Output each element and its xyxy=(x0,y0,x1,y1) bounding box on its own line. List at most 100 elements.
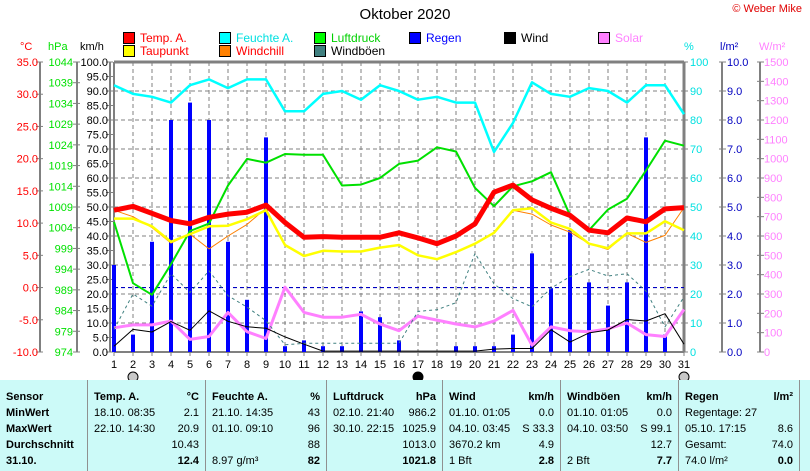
x-tick-label: 14 xyxy=(355,359,367,371)
table-header: Luftdruck xyxy=(333,391,384,403)
table-value: 2.1 xyxy=(183,407,199,419)
table-divider xyxy=(326,380,327,471)
table-cell: 8.97 g/m³ xyxy=(212,455,259,467)
solar-axis-tick-label: 700 xyxy=(764,212,782,224)
wind-axis-tick-label: 20.0 xyxy=(87,289,108,301)
humidity-axis-tick-label: 70 xyxy=(690,144,702,156)
x-tick-label: 11 xyxy=(298,359,309,371)
table-row-label: MinWert xyxy=(6,407,50,419)
solar-axis-tick-label: 1100 xyxy=(764,134,788,146)
legend-swatch xyxy=(123,45,135,57)
legend-label: Regen xyxy=(426,31,462,45)
table-cell: 02.10. 21:40 xyxy=(333,407,395,419)
table-cell: 2 Bft xyxy=(567,455,590,467)
pressure-axis-tick-label: 1014 xyxy=(49,181,73,193)
wind-axis-tick-label: 50.0 xyxy=(87,202,108,214)
moon-full-icon xyxy=(412,371,424,380)
wind-axis-unit: km/h xyxy=(80,41,104,53)
legend-item-solar: Solar xyxy=(598,31,643,45)
table-col-wind: Wind km/h 01.10. 01:05 0.0 04.10. 03:45 S 33.… xyxy=(443,380,560,471)
pressure-axis-tick-label: 979 xyxy=(55,326,73,338)
pressure-axis-tick-label: 1024 xyxy=(49,140,73,152)
solar-axis-tick-label: 800 xyxy=(764,192,782,204)
solar-axis-tick-label: 200 xyxy=(764,308,782,320)
humidity-axis-tick-label: 0 xyxy=(690,347,696,359)
rain-axis-tick-label: 5.0 xyxy=(727,202,742,214)
temp-axis-unit: °C xyxy=(20,41,33,53)
table-value: S 99.1 xyxy=(640,423,672,435)
humidity-axis-tick-label: 90 xyxy=(690,86,702,98)
solar-axis-tick-label: 400 xyxy=(764,270,782,282)
table-row-label: 31.10. xyxy=(6,455,37,467)
table-value: 43 xyxy=(307,407,320,419)
legend-label: Windböen xyxy=(331,44,386,58)
table-header: Feuchte A. xyxy=(212,391,268,403)
humidity-axis-tick-label: 40 xyxy=(690,231,702,243)
rain-axis-tick-label: 9.0 xyxy=(727,86,742,98)
copyright-label: © Weber Mike xyxy=(732,3,802,15)
wind-axis-tick-label: 85.0 xyxy=(87,101,108,113)
humidity-axis-tick-label: 50 xyxy=(690,202,702,214)
x-tick-label: 6 xyxy=(206,359,212,371)
wind-axis-tick-label: 0.0 xyxy=(93,347,108,359)
pressure-axis-unit: hPa xyxy=(48,41,68,53)
summary-table: Sensor MinWert MaxWert Durchschnitt 31.1… xyxy=(0,380,810,471)
x-tick-label: 16 xyxy=(393,359,405,371)
table-col-gusts: Windböen km/h 01.10. 01:05 0.0 04.10. 03:50 S… xyxy=(561,380,678,471)
table-divider xyxy=(560,380,561,471)
legend-item-humidity: Feuchte A. xyxy=(219,31,293,45)
wind-axis-tick-label: 40.0 xyxy=(87,231,108,243)
wind-axis-tick-label: 75.0 xyxy=(87,130,108,142)
table-cell: 04.10. 03:45 xyxy=(449,423,511,435)
wind-axis-tick-label: 80.0 xyxy=(87,115,108,127)
pressure-axis-tick-label: 984 xyxy=(55,306,73,318)
table-cell: 01.10. 01:05 xyxy=(449,407,511,419)
x-tick-label: 17 xyxy=(412,359,424,371)
table-value: 74.0 xyxy=(771,439,793,451)
x-tick-label: 30 xyxy=(659,359,671,371)
table-header: Sensor xyxy=(6,391,44,403)
table-value: 1025.9 xyxy=(402,423,436,435)
x-tick-label: 19 xyxy=(450,359,462,371)
rain-bar xyxy=(150,241,154,352)
rain-bar xyxy=(454,346,458,352)
table-divider xyxy=(442,380,443,471)
pressure-axis-tick-label: 994 xyxy=(55,264,73,276)
moon-waning-icon xyxy=(678,371,690,380)
x-tick-label: 29 xyxy=(640,359,652,371)
table-value: 0.0 xyxy=(538,407,554,419)
solar-axis-tick-label: 1500 xyxy=(764,57,788,69)
solar-axis-tick-label: 1000 xyxy=(764,154,788,166)
rain-bar xyxy=(473,346,477,352)
x-tick-label: 28 xyxy=(621,359,633,371)
wind-axis-tick-label: 90.0 xyxy=(87,86,108,98)
rain-bar xyxy=(340,346,344,352)
x-tick-label: 26 xyxy=(583,359,595,371)
table-divider xyxy=(678,380,679,471)
rain-axis-tick-label: 0.0 xyxy=(727,347,742,359)
table-row-label: Durchschnitt xyxy=(6,439,74,451)
temp-axis-tick-label: -5.0 xyxy=(19,315,38,327)
wind-axis-tick-label: 100.0 xyxy=(80,57,108,69)
humidity-axis-tick-label: 20 xyxy=(690,289,702,301)
table-header: Wind xyxy=(449,391,476,403)
rain-bar xyxy=(530,253,534,352)
rain-axis-tick-label: 2.0 xyxy=(727,289,742,301)
rain-bar xyxy=(625,282,629,352)
x-tick-label: 18 xyxy=(431,359,443,371)
x-tick-label: 27 xyxy=(602,359,614,371)
x-tick-label: 22 xyxy=(507,359,519,371)
table-value: 1013.0 xyxy=(402,439,436,451)
rain-bar xyxy=(169,120,173,352)
table-cell: 18.10. 08:35 xyxy=(94,407,156,419)
temp-axis-tick-label: 10.0 xyxy=(17,218,38,230)
legend-label: Solar xyxy=(615,31,644,45)
legend-item-dewpoint: Taupunkt xyxy=(123,44,189,58)
temp-axis-tick-label: 20.0 xyxy=(17,154,38,166)
table-unit: km/h xyxy=(528,391,554,403)
solar-axis-tick-label: 1300 xyxy=(764,96,788,108)
legend-item-rain: Regen xyxy=(409,31,461,45)
pressure-axis-tick-label: 1019 xyxy=(49,161,73,173)
pressure-axis-tick-label: 974 xyxy=(55,347,73,359)
table-cell: Regentage: 27 xyxy=(685,407,758,419)
